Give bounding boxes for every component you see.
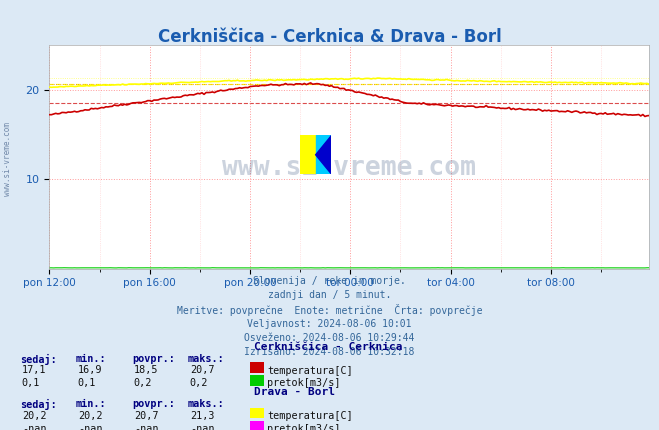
Text: sedaj:: sedaj: [20, 354, 57, 365]
Text: 20,2: 20,2 [78, 411, 102, 421]
Text: Slovenija / reke in morje.: Slovenija / reke in morje. [253, 276, 406, 286]
Text: -nan: -nan [190, 424, 214, 430]
Text: 0,2: 0,2 [134, 378, 152, 388]
Polygon shape [316, 135, 331, 174]
Text: Osveženo: 2024-08-06 10:29:44: Osveženo: 2024-08-06 10:29:44 [244, 333, 415, 343]
Text: 21,3: 21,3 [190, 411, 214, 421]
Bar [300, 135, 316, 174]
Text: 20,2: 20,2 [22, 411, 46, 421]
Text: 20,7: 20,7 [190, 366, 214, 375]
Text: maks.:: maks.: [188, 399, 225, 409]
Text: www.si-vreme.com: www.si-vreme.com [3, 122, 13, 196]
Text: Cerkniščica - Cerknica: Cerkniščica - Cerknica [254, 342, 402, 352]
Text: -nan: -nan [22, 424, 46, 430]
Polygon shape [316, 135, 331, 174]
Text: -nan: -nan [134, 424, 158, 430]
Text: Meritve: povprečne  Enote: metrične  Črta: povprečje: Meritve: povprečne Enote: metrične Črta:… [177, 304, 482, 316]
Text: Izrisano: 2024-08-06 10:32:18: Izrisano: 2024-08-06 10:32:18 [244, 347, 415, 357]
Text: pretok[m3/s]: pretok[m3/s] [267, 378, 341, 388]
Text: Drava - Borl: Drava - Borl [254, 387, 335, 397]
Text: min.:: min.: [76, 354, 106, 364]
Text: 20,7: 20,7 [134, 411, 158, 421]
Text: temperatura[C]: temperatura[C] [267, 366, 353, 375]
Text: -nan: -nan [78, 424, 102, 430]
Text: 0,1: 0,1 [22, 378, 40, 388]
Text: Veljavnost: 2024-08-06 10:01: Veljavnost: 2024-08-06 10:01 [247, 319, 412, 329]
Text: temperatura[C]: temperatura[C] [267, 411, 353, 421]
Text: povpr.:: povpr.: [132, 354, 175, 364]
Text: povpr.:: povpr.: [132, 399, 175, 409]
Text: maks.:: maks.: [188, 354, 225, 364]
Text: min.:: min.: [76, 399, 106, 409]
Text: 17,1: 17,1 [22, 366, 46, 375]
Text: pretok[m3/s]: pretok[m3/s] [267, 424, 341, 430]
Text: 0,2: 0,2 [190, 378, 208, 388]
Text: sedaj:: sedaj: [20, 399, 57, 410]
Text: 0,1: 0,1 [78, 378, 96, 388]
Text: Cerkniščica - Cerknica & Drava - Borl: Cerkniščica - Cerknica & Drava - Borl [158, 28, 501, 46]
Text: 18,5: 18,5 [134, 366, 158, 375]
Text: www.si-vreme.com: www.si-vreme.com [222, 155, 476, 181]
Text: zadnji dan / 5 minut.: zadnji dan / 5 minut. [268, 290, 391, 300]
Text: 16,9: 16,9 [78, 366, 102, 375]
